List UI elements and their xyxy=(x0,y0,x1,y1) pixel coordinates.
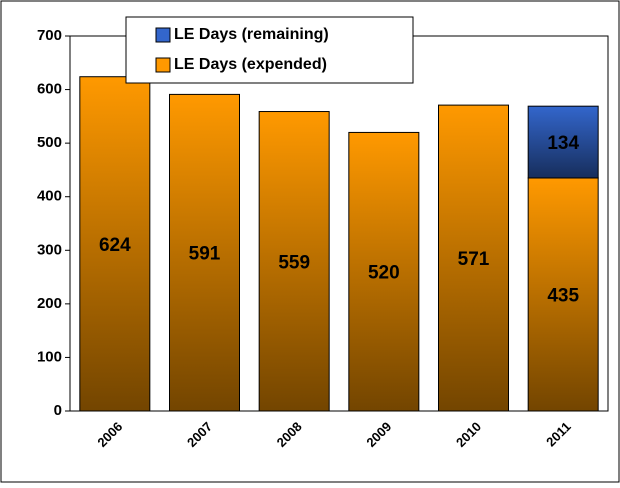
data-label: 520 xyxy=(368,263,400,284)
data-label: 435 xyxy=(547,285,579,306)
y-tick-label: 200 xyxy=(37,295,62,312)
data-label: 134 xyxy=(547,133,579,154)
bar-segment xyxy=(438,104,509,412)
y-tick-label: 700 xyxy=(37,27,62,44)
y-tick-label: 600 xyxy=(37,81,62,98)
y-tick-label: 100 xyxy=(37,348,62,365)
bar-segment xyxy=(348,131,420,412)
legend: LE Days (remaining) LE Days (expended) xyxy=(125,16,414,84)
x-tick-label: 2007 xyxy=(184,419,215,450)
x-tick-label: 2009 xyxy=(363,419,394,450)
data-label: 624 xyxy=(99,235,131,256)
y-tick-label: 300 xyxy=(37,241,62,258)
y-tick-label: 400 xyxy=(37,188,62,205)
x-tick-label: 2011 xyxy=(543,419,574,450)
bar-segment xyxy=(527,177,599,412)
x-tick-label: 2010 xyxy=(453,419,484,450)
data-label: 571 xyxy=(458,249,490,270)
data-label: 591 xyxy=(189,244,221,265)
legend-label: LE Days (expended) xyxy=(174,56,327,73)
y-tick-label: 500 xyxy=(37,134,62,151)
legend-swatch xyxy=(155,27,171,43)
data-label: 559 xyxy=(278,252,310,273)
x-tick-label: 2006 xyxy=(94,419,125,450)
legend-box xyxy=(125,16,414,84)
legend-label: LE Days (remaining) xyxy=(174,26,329,43)
bar-segment xyxy=(527,105,599,179)
y-tick-label: 0 xyxy=(54,402,62,419)
bar-segment xyxy=(169,93,240,412)
x-tick-label: 2008 xyxy=(274,419,305,450)
plot-frame xyxy=(69,35,609,412)
bar-segment xyxy=(258,111,330,412)
legend-swatch xyxy=(155,57,171,73)
